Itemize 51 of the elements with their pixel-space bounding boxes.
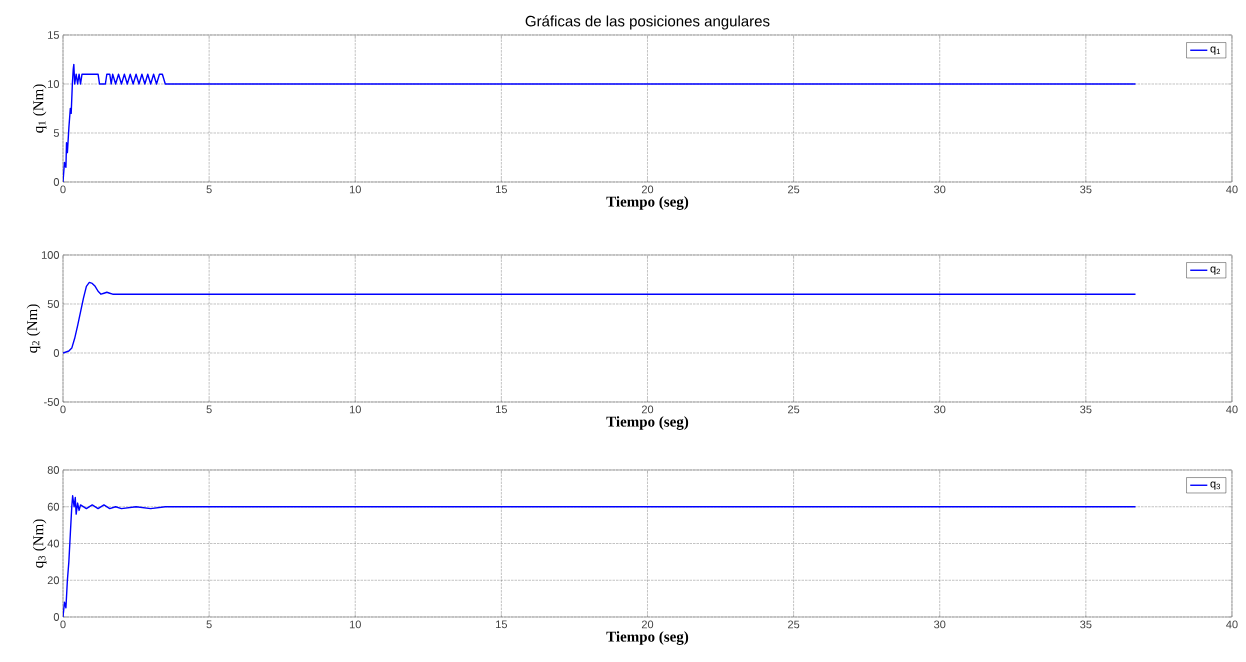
x-tick-label: 0 xyxy=(60,185,66,194)
legend-label: q$_{3}$ xyxy=(1210,481,1221,490)
x-tick-label: 40 xyxy=(1226,620,1238,629)
x-tick-label: 20 xyxy=(641,620,654,629)
x-tick-label: 15 xyxy=(496,620,508,629)
x-tick-label: 15 xyxy=(496,185,508,194)
x-axis-title: Tiempo (seg) xyxy=(606,416,689,430)
x-tick-label: 30 xyxy=(934,620,946,629)
x-tick-label: 5 xyxy=(206,185,212,194)
x-tick-label: 35 xyxy=(1080,620,1092,629)
y-tick-label: 0 xyxy=(53,613,60,621)
x-axis-title: Tiempo (seg) xyxy=(606,196,689,210)
y-axis-title: q$_{3}$ (Nm) xyxy=(32,519,47,568)
x-tick-label: 10 xyxy=(349,185,361,194)
x-axis-title: Tiempo (seg) xyxy=(606,631,689,645)
y-axis-title: q$_{1}$ (Nm) xyxy=(32,84,47,133)
y-tick-label: 5 xyxy=(53,129,59,137)
x-tick-label: 10 xyxy=(349,620,361,629)
legend-label: q$_{1}$ xyxy=(1210,46,1221,55)
x-tick-label: 20 xyxy=(641,405,654,414)
x-tick-label: 30 xyxy=(934,185,946,194)
chart-title: Gráficas de las posiciones angulares xyxy=(525,15,770,30)
y-axis-title: q$_{2}$ (Nm) xyxy=(26,304,41,353)
x-tick-label: 20 xyxy=(641,185,654,194)
x-tick-label: 25 xyxy=(788,185,800,194)
x-tick-label: 25 xyxy=(788,620,800,629)
x-tick-label: 15 xyxy=(496,405,508,414)
y-tick-label: 60 xyxy=(47,502,60,511)
x-tick-label: 0 xyxy=(60,405,66,414)
x-tick-label: 10 xyxy=(349,405,361,414)
x-tick-label: 5 xyxy=(206,405,212,414)
x-tick-label: 25 xyxy=(788,405,800,414)
line-series xyxy=(63,281,1137,354)
legend-label: q$_{2}$ xyxy=(1210,266,1221,275)
y-tick-label: 0 xyxy=(53,178,60,186)
y-tick-label: 15 xyxy=(48,31,59,39)
y-tick-label: 0 xyxy=(53,349,60,357)
x-tick-label: 35 xyxy=(1080,405,1092,414)
x-tick-label: 35 xyxy=(1080,185,1092,194)
y-tick-label: 80 xyxy=(47,466,60,474)
x-tick-label: 30 xyxy=(934,405,946,414)
x-tick-label: 40 xyxy=(1226,185,1238,194)
x-tick-label: 5 xyxy=(206,620,212,629)
y-tick-label: 50 xyxy=(47,300,60,308)
y-tick-label: 100 xyxy=(41,251,60,259)
y-tick-label: -50 xyxy=(44,398,60,406)
x-tick-label: 0 xyxy=(60,620,66,629)
x-tick-label: 40 xyxy=(1226,405,1238,414)
y-tick-label: 10 xyxy=(48,80,60,88)
y-tick-label: 20 xyxy=(47,576,60,585)
y-tick-label: 40 xyxy=(47,539,60,548)
